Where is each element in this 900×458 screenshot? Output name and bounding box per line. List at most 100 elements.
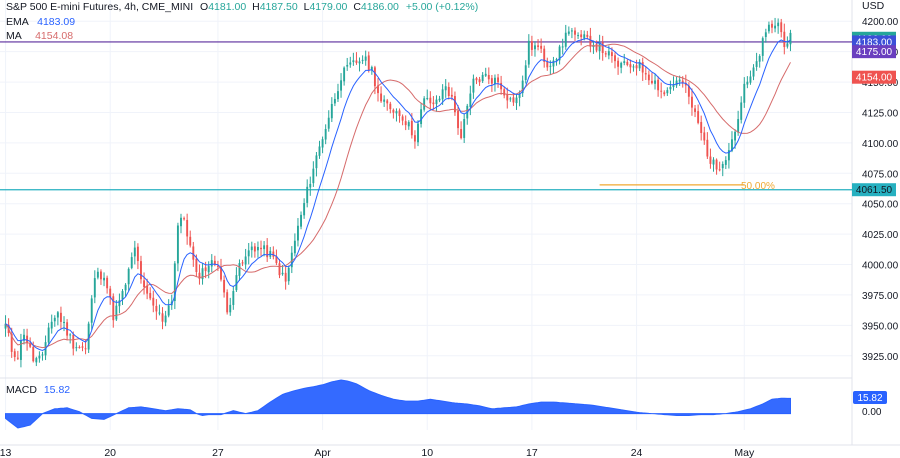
candle-body [669, 86, 672, 90]
candle-body [755, 61, 758, 67]
candle-body [703, 132, 706, 141]
candle-body [577, 35, 580, 37]
candle-body [601, 42, 604, 53]
candle-body [103, 277, 105, 281]
candle-body [709, 156, 712, 164]
svg-text:S&P 500 E-mini Futures, 4h, CM: S&P 500 E-mini Futures, 4h, CME_MINI O41… [6, 1, 478, 13]
candle-body [63, 321, 65, 324]
candle-body [789, 32, 792, 45]
candle-body [761, 38, 764, 56]
candle-body [749, 76, 752, 83]
candle-body [13, 351, 16, 358]
candle-body [315, 155, 318, 169]
candle-body [213, 260, 216, 265]
candle-body [287, 267, 290, 282]
candle-body [629, 64, 632, 68]
candle-body [490, 78, 493, 84]
ema-value: 4183.09 [37, 16, 75, 28]
candle-body [290, 252, 293, 268]
candle-body [370, 67, 373, 71]
candle-body [487, 74, 490, 80]
price-badge-text: 4175.00 [856, 47, 893, 58]
candle-body [444, 86, 447, 91]
candle-body [367, 55, 370, 71]
candle-body [558, 46, 561, 61]
candle-body [115, 305, 118, 320]
candle-body [500, 82, 503, 90]
price-axis[interactable]: 3925.00 3950.00 3975.00 4000.00 4025.00 4050.… [862, 17, 899, 363]
candle-body [84, 348, 87, 350]
y-tick-label: 3925.00 [862, 352, 899, 363]
candle-body [281, 272, 284, 275]
candle-body [758, 56, 761, 62]
price-badge: 4175.00 [852, 45, 896, 59]
candle-body [140, 261, 142, 280]
candle-body [241, 262, 244, 264]
candle-body [93, 278, 96, 298]
candle-body [112, 296, 115, 321]
candle-body [583, 34, 586, 39]
candle-body [404, 121, 407, 126]
grid-lines [0, 0, 853, 445]
candle-body [47, 327, 50, 343]
candle-body [389, 103, 392, 110]
candle-body [293, 240, 296, 254]
candle-body [238, 263, 241, 276]
candle-body [450, 94, 453, 97]
candle-body [635, 65, 638, 69]
candle-body [53, 317, 56, 322]
candle-body [786, 43, 789, 47]
candle-body [469, 93, 472, 107]
ohlc-l-label: L [304, 1, 310, 13]
candle-body [457, 111, 459, 129]
candle-body [484, 73, 487, 76]
candle-body [567, 31, 570, 34]
candle-body [731, 139, 733, 151]
time-axis[interactable]: 13 20 27 Apr 10 17 24 May [0, 444, 900, 458]
candle-body [226, 292, 229, 313]
candle-body [727, 150, 730, 161]
candle-body [700, 121, 703, 133]
candle-body [41, 354, 44, 356]
candle-body [192, 246, 195, 260]
ohlc-o-label: O [200, 1, 208, 13]
candle-body [87, 323, 90, 350]
candle-body [518, 93, 521, 98]
candle-body [598, 42, 601, 52]
y-tick-label: 4025.00 [862, 230, 899, 241]
candle-body [570, 30, 573, 32]
symbol-title: S&P 500 E-mini Futures, 4h, CME_MINI [6, 1, 193, 13]
candle-body [149, 293, 152, 299]
y-tick-label: 3950.00 [862, 321, 899, 332]
candle-body [678, 79, 681, 82]
x-tick-label: 27 [212, 447, 224, 458]
candle-body [346, 64, 349, 67]
candle-body [697, 111, 700, 123]
candle-body [481, 74, 484, 82]
candle-body [392, 109, 395, 113]
candle-body [620, 62, 623, 68]
candle-body [358, 61, 361, 64]
candle-body [398, 110, 401, 117]
candle-body [429, 97, 432, 104]
candle-body [173, 263, 176, 301]
x-tick-label: Apr [314, 447, 331, 458]
candle-body [377, 85, 379, 94]
candle-body [164, 315, 167, 323]
candle-body [250, 246, 253, 251]
candle-body [684, 82, 687, 86]
level-badge-text: 4061.50 [856, 185, 893, 196]
candle-body [361, 59, 364, 61]
x-tick-label: 13 [0, 447, 12, 458]
candle-body [306, 186, 309, 203]
candle-body [610, 52, 613, 57]
candle-body [183, 218, 186, 220]
candle-body [783, 31, 786, 48]
candle-body [210, 260, 213, 267]
candle-body [441, 89, 444, 100]
candle-body [546, 61, 549, 68]
candle-body [324, 129, 327, 140]
candle-body [407, 122, 410, 127]
candle-body [35, 358, 38, 363]
